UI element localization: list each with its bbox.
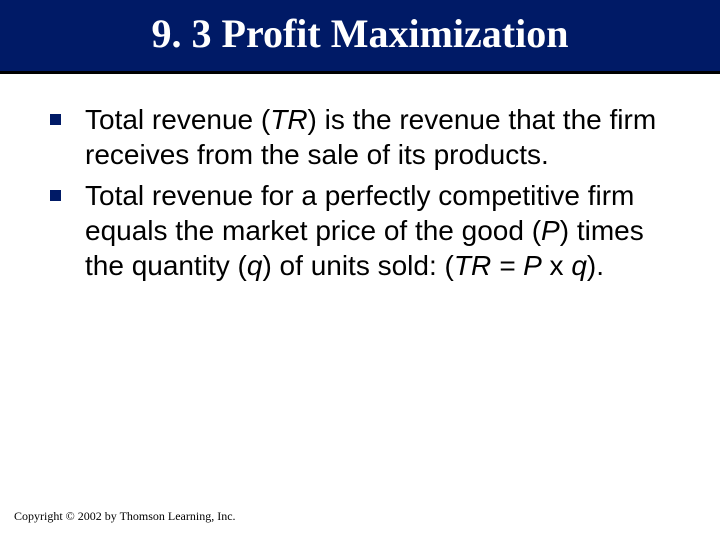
bullet-text: Total revenue for a perfectly competitiv… <box>85 178 680 283</box>
bullet-marker <box>50 190 61 201</box>
bullet-marker <box>50 114 61 125</box>
copyright-footer: Copyright © 2002 by Thomson Learning, In… <box>14 509 236 524</box>
bullet-item: Total revenue for a perfectly competitiv… <box>50 178 680 283</box>
slide-title: 9. 3 Profit Maximization <box>0 0 720 74</box>
bullet-text: Total revenue (TR) is the revenue that t… <box>85 102 680 172</box>
slide-body: Total revenue (TR) is the revenue that t… <box>0 74 720 283</box>
bullet-item: Total revenue (TR) is the revenue that t… <box>50 102 680 172</box>
